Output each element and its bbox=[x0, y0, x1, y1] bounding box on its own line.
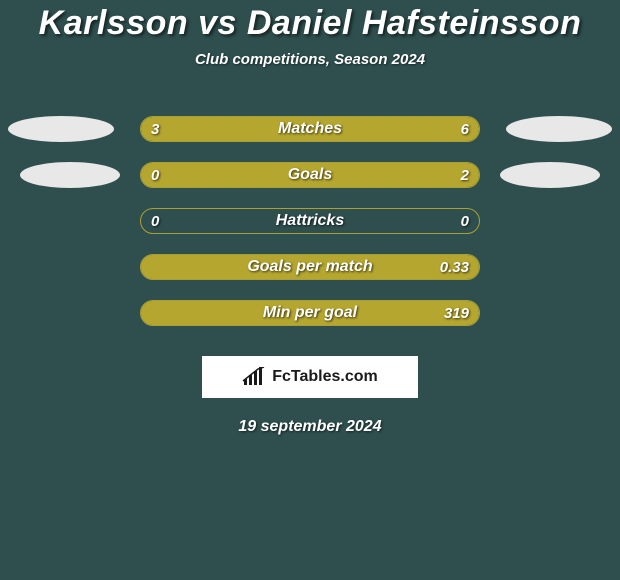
player-right-marker bbox=[500, 162, 600, 188]
chart-area: 36Matches02Goals00Hattricks0.33Goals per… bbox=[0, 116, 620, 346]
player-left-marker bbox=[8, 116, 114, 142]
date-text: 19 september 2024 bbox=[0, 418, 620, 436]
stat-bar: 02Goals bbox=[140, 162, 480, 188]
stat-bar: 36Matches bbox=[140, 116, 480, 142]
bar-value-left: 3 bbox=[151, 117, 159, 141]
bar-right-fill bbox=[253, 117, 479, 141]
stat-row: 36Matches bbox=[0, 116, 620, 142]
stat-row: 319Min per goal bbox=[0, 300, 620, 326]
comparison-infographic: Karlsson vs Daniel Hafsteinsson Club com… bbox=[0, 0, 620, 580]
badge-text: FcTables.com bbox=[272, 368, 378, 386]
player-right-marker bbox=[506, 116, 612, 142]
bar-value-left: 0 bbox=[151, 209, 159, 233]
stat-row: 0 0Hattricks bbox=[0, 208, 620, 234]
bar-value-right: 319 bbox=[444, 301, 469, 325]
subtitle: Club competitions, Season 2024 bbox=[0, 51, 620, 68]
bar-value-right: 0.33 bbox=[440, 255, 469, 279]
page-title: Karlsson vs Daniel Hafsteinsson bbox=[0, 4, 620, 43]
stat-bar: 319Min per goal bbox=[140, 300, 480, 326]
source-badge: FcTables.com bbox=[202, 356, 418, 398]
bar-value-right: 0 bbox=[461, 209, 469, 233]
bar-chart-icon bbox=[242, 367, 266, 387]
bar-right-fill bbox=[141, 301, 479, 325]
stat-row: 02Goals bbox=[0, 162, 620, 188]
bar-value-left: 0 bbox=[151, 163, 159, 187]
stat-bar: 0.33Goals per match bbox=[140, 254, 480, 280]
bar-right-fill bbox=[141, 163, 479, 187]
player-left-marker bbox=[20, 162, 120, 188]
bar-value-right: 2 bbox=[461, 163, 469, 187]
stat-bar: 0 0Hattricks bbox=[140, 208, 480, 234]
stat-row: 0.33Goals per match bbox=[0, 254, 620, 280]
bar-label: Hattricks bbox=[141, 209, 479, 233]
bar-value-right: 6 bbox=[461, 117, 469, 141]
bar-right-fill bbox=[141, 255, 479, 279]
